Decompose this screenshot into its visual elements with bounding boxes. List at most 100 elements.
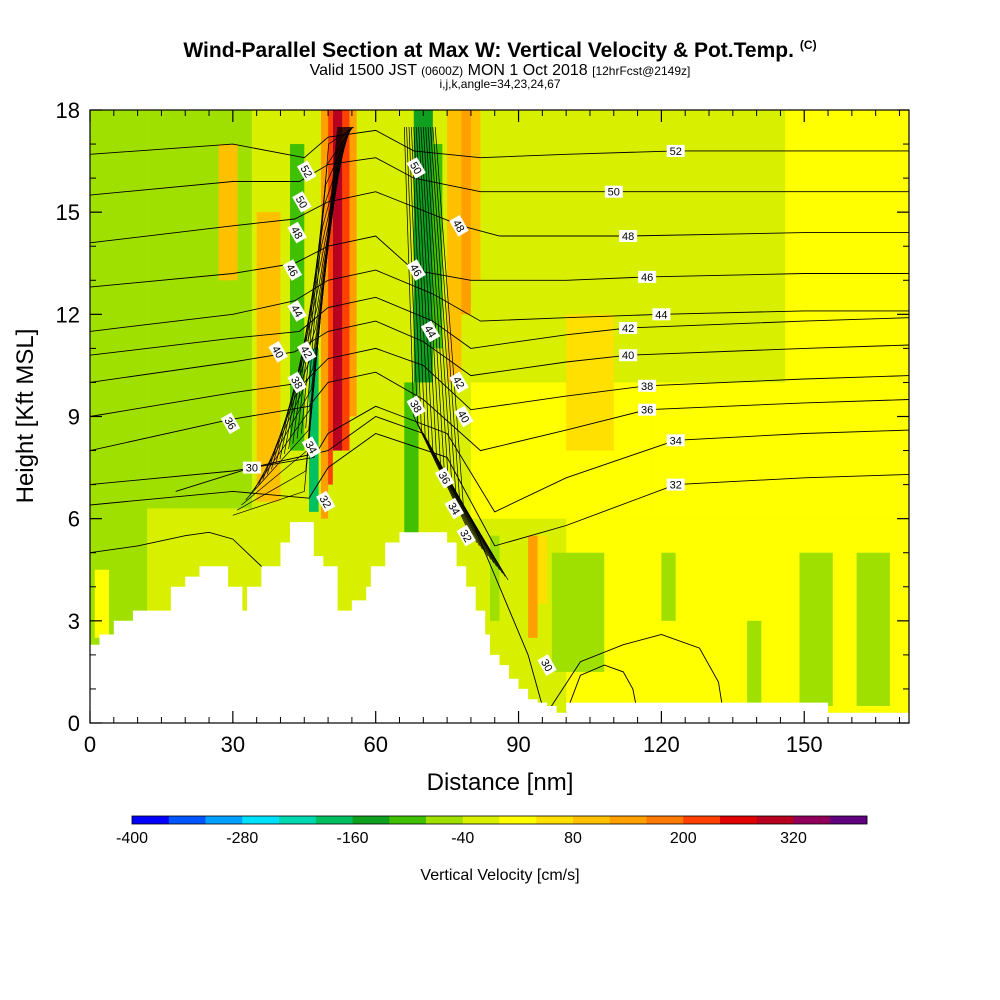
contour-label-1: 32 xyxy=(666,478,685,492)
contour-label-slanted-16-text: 40 xyxy=(455,409,472,426)
contour-label-10: 50 xyxy=(604,185,623,199)
contour-label-3-text: 36 xyxy=(641,405,653,417)
contour-label-slanted-19-bg xyxy=(444,497,464,520)
contour-label-slanted-10-bg xyxy=(316,490,336,513)
velocity-cell-10 xyxy=(856,552,890,706)
contour-label-8-bg xyxy=(638,270,657,283)
velocity-cell-24 xyxy=(349,110,357,417)
contour-label-slanted-19: 34 xyxy=(444,497,464,520)
colorbar-tick-label-1: -280 xyxy=(226,830,258,847)
colorbar-tick-label-2: -160 xyxy=(336,830,368,847)
contour-label-7-text: 44 xyxy=(655,309,667,321)
velocity-cell-3 xyxy=(94,569,110,638)
contour-label-2-bg xyxy=(666,434,685,447)
colorbar-swatch-0 xyxy=(132,816,170,824)
contour-label-10-text: 50 xyxy=(608,187,620,199)
contour-label-0-text: 30 xyxy=(246,463,258,475)
contour-label-slanted-12-bg xyxy=(449,215,469,237)
colorbar-swatch-2 xyxy=(205,816,243,824)
potential-temperature-contours xyxy=(90,126,909,714)
contour-label-slanted-13-bg xyxy=(406,259,426,281)
velocity-cell-23 xyxy=(342,110,350,451)
colorbar-swatch-16 xyxy=(720,816,758,824)
contour-label-1-text: 32 xyxy=(670,480,682,492)
contour-label-slanted-3: 46 xyxy=(282,259,303,281)
contour-label-slanted-18-bg xyxy=(435,467,455,489)
velocity-cell-21 xyxy=(328,110,333,485)
contour-label-slanted-6: 40 xyxy=(268,341,288,363)
contour-label-slanted-20: 32 xyxy=(456,524,476,547)
contour-label-slanted-18: 36 xyxy=(435,467,455,489)
contour-labels: 3032343638404244464850525250484644424038… xyxy=(220,144,685,676)
colorbar-tick-label-5: 200 xyxy=(670,830,697,847)
contour-label-slanted-14: 44 xyxy=(420,320,441,343)
chart-title: Wind-Parallel Section at Max W: Vertical… xyxy=(183,38,817,62)
contour-label-4-bg xyxy=(638,379,657,392)
contour-label-4-text: 38 xyxy=(641,381,653,393)
velocity-cell-12 xyxy=(661,552,676,621)
terrain xyxy=(90,522,909,723)
colorbar-swatch-11 xyxy=(536,816,574,824)
contour-label-5-bg xyxy=(619,349,638,362)
contour-label-11-bg xyxy=(666,144,685,157)
colorbar-tick-label-3: -40 xyxy=(451,830,474,847)
contour-label-6: 42 xyxy=(619,322,638,335)
contour-label-slanted-10: 32 xyxy=(316,490,336,513)
theta-bundle-east-7 xyxy=(420,126,492,560)
contour-label-slanted-15-bg xyxy=(449,371,469,394)
contour-label-slanted-17-bg xyxy=(406,395,426,418)
theta-bundle-east-11 xyxy=(430,126,503,574)
velocity-cell-14 xyxy=(218,144,238,281)
velocity-cell-28 xyxy=(489,535,500,621)
contour-label-slanted-3-text: 46 xyxy=(283,262,300,279)
y-axis-title: Height [Kft MSL] xyxy=(12,329,39,504)
contour-label-2-text: 34 xyxy=(670,435,682,447)
contour-label-slanted-4-text: 44 xyxy=(288,303,305,320)
contour-label-slanted-10-text: 32 xyxy=(317,494,334,511)
contour-label-slanted-20-text: 32 xyxy=(457,528,474,545)
velocity-cell-29 xyxy=(447,110,462,383)
contour-label-slanted-1-bg xyxy=(292,191,312,213)
velocity-cell-32 xyxy=(528,535,538,638)
contour-label-slanted-14-text: 44 xyxy=(421,324,438,341)
contour-label-9: 48 xyxy=(619,230,638,243)
colorbar-swatch-12 xyxy=(573,816,611,824)
contour-label-slanted-17-text: 38 xyxy=(407,398,424,415)
colorbar-swatch-13 xyxy=(609,816,647,824)
velocity-cell-20 xyxy=(320,110,329,519)
contour-label-slanted-5-text: 42 xyxy=(298,344,315,361)
colorbar-swatch-4 xyxy=(279,816,317,824)
theta-bundle-east-13 xyxy=(434,126,509,581)
theta-bundle-west-13 xyxy=(288,126,351,449)
theta-contour-4 xyxy=(90,347,909,417)
contour-label-slanted-0-text: 52 xyxy=(298,163,315,180)
y-tick-label-0: 0 xyxy=(68,711,80,736)
theta-bundle-east-10 xyxy=(427,126,500,570)
contour-label-slanted-2: 48 xyxy=(287,221,307,244)
x-axis-title: Distance [nm] xyxy=(427,769,574,796)
contour-label-6-text: 42 xyxy=(622,323,634,335)
contour-label-slanted-16-bg xyxy=(454,405,474,428)
contour-label-slanted-8-bg xyxy=(220,412,241,435)
contour-label-9-text: 48 xyxy=(622,231,634,243)
velocity-cell-18 xyxy=(309,348,319,512)
contour-label-slanted-15: 42 xyxy=(449,371,469,394)
contour-label-slanted-20-bg xyxy=(456,524,476,547)
y-tick-label-2: 6 xyxy=(68,507,80,532)
x-tick-label-2: 60 xyxy=(363,732,387,757)
colorbar-swatch-15 xyxy=(683,816,721,824)
contour-label-slanted-3-bg xyxy=(282,259,303,281)
x-tick-label-1: 30 xyxy=(221,732,245,757)
theta-contour-14 xyxy=(546,634,724,714)
colorbar-tick-label-6: 320 xyxy=(780,830,807,847)
velocity-cell-25 xyxy=(404,382,419,536)
colorbar: -400 -280 -160 -40 80 200 320 xyxy=(116,815,868,847)
contour-label-slanted-11-bg xyxy=(406,157,426,179)
contour-label-2: 34 xyxy=(666,434,685,447)
contour-label-slanted-9-text: 34 xyxy=(302,439,319,456)
contour-label-9-bg xyxy=(619,230,638,242)
contour-label-slanted-7: 38 xyxy=(287,371,307,394)
contour-label-4: 38 xyxy=(638,379,657,393)
contour-label-6-bg xyxy=(619,322,638,334)
